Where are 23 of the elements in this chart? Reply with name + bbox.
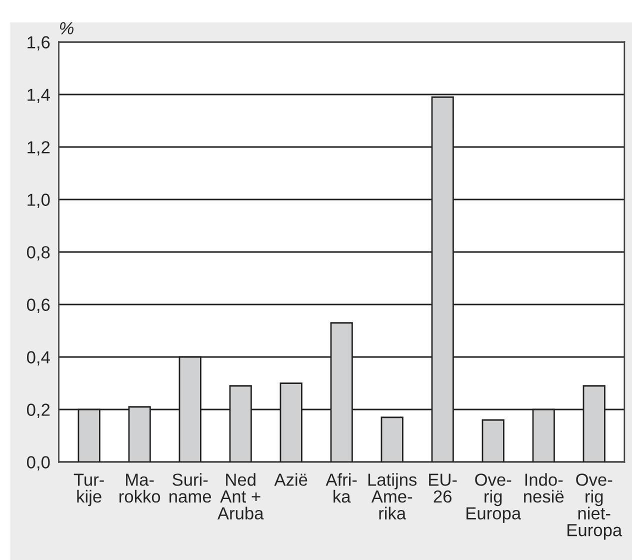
y-tick-label: 1,0 [28, 194, 50, 208]
x-tick-label: Ove- rig Europa [466, 474, 522, 523]
y-tick-label: 0,8 [26, 246, 50, 261]
x-tick-label: Suri- name [170, 473, 212, 503]
x-tick-label: Latijns Ame- rika [368, 473, 417, 520]
y-tick-label: 0,6 [26, 298, 50, 314]
y-tick-label: 1,4 [28, 88, 50, 104]
x-tick-label: Tur- kije [74, 474, 104, 506]
x-tick-label: Azië [274, 473, 308, 486]
y-tick-label: 1,2 [28, 141, 50, 156]
x-tick-label: Afri- ka [326, 473, 357, 503]
y-tick-label: 0,0 [26, 456, 50, 471]
y-tick-label: 0,2 [26, 404, 50, 418]
y-tick-label: 0,4 [26, 351, 50, 366]
x-tick-label: EU- 26 [429, 474, 457, 503]
x-tick-label: Ned Ant + Aruba [217, 473, 264, 520]
x-tick-label: Ove- rig niet- Europa [568, 474, 622, 540]
bar [380, 416, 404, 462]
y-axis-title: % [60, 22, 74, 34]
y-tick-label: 1,6 [28, 36, 50, 51]
x-tick-label: Indo- nesië [524, 473, 564, 503]
bar [482, 419, 504, 462]
x-tick-label: Ma- rokko [120, 474, 160, 503]
